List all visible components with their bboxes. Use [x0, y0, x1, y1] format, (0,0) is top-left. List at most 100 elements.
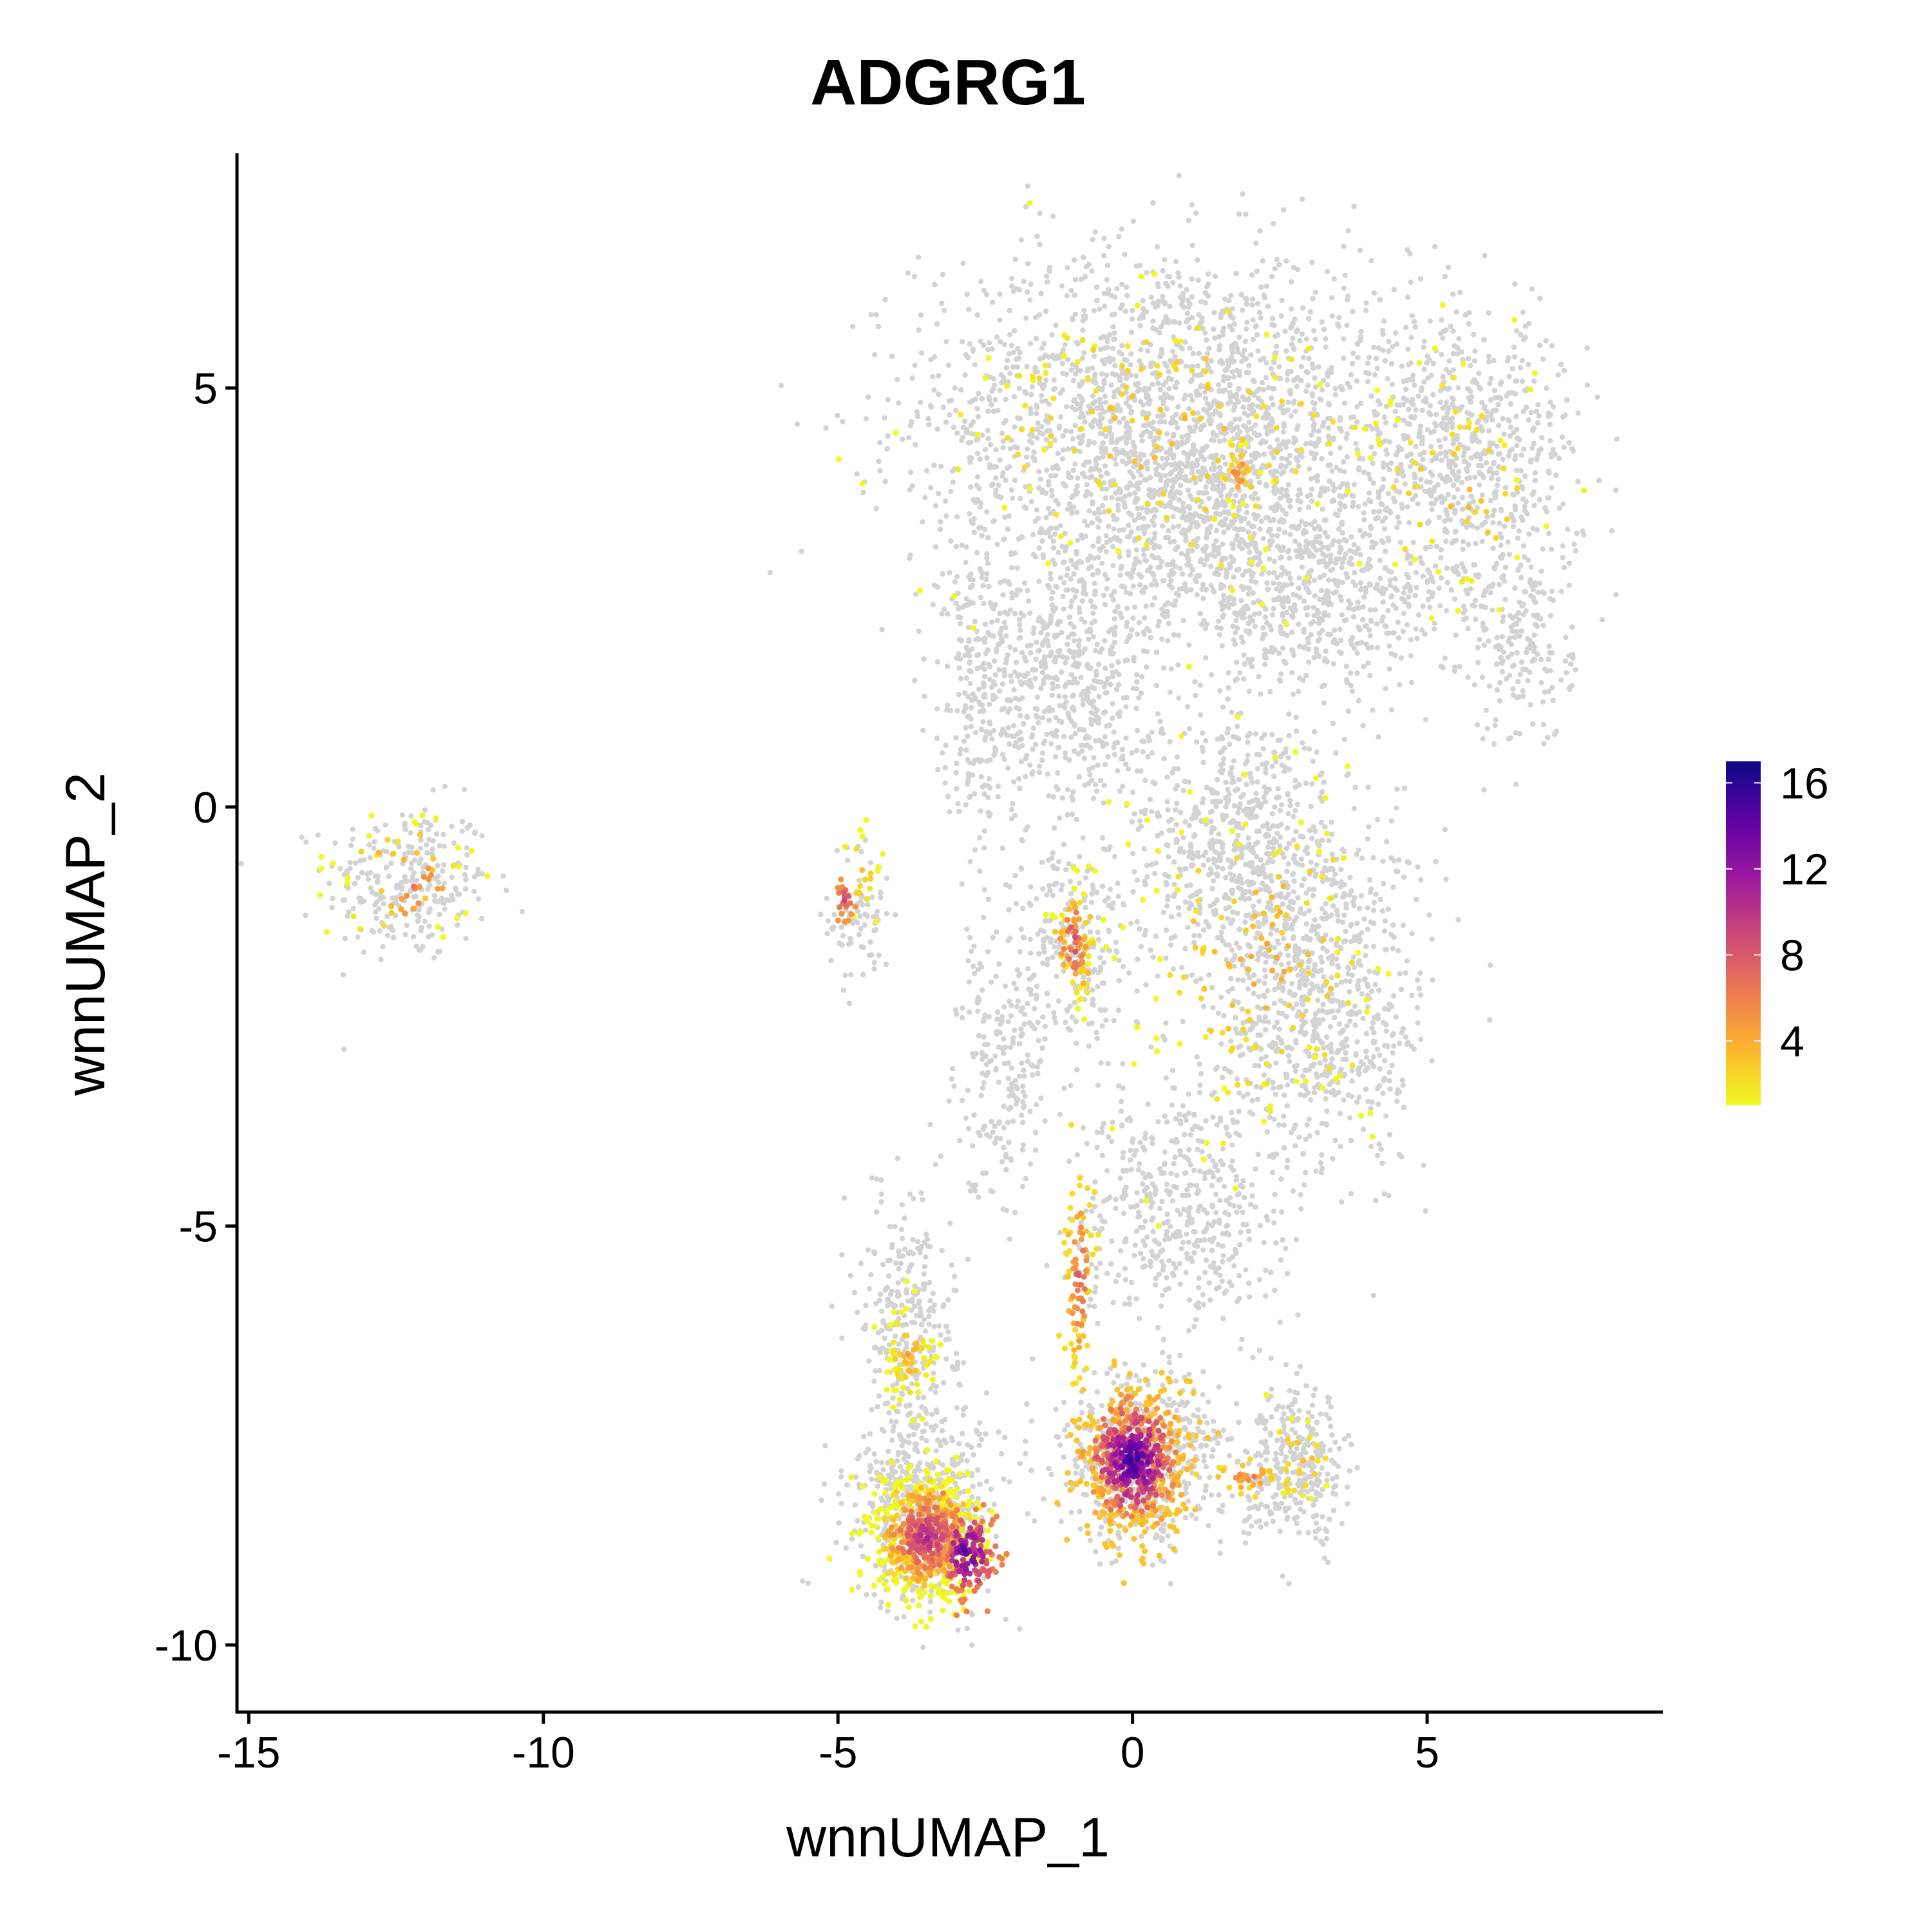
background-point — [303, 839, 308, 844]
background-point — [1187, 425, 1192, 430]
background-point — [1480, 428, 1485, 433]
background-point — [1546, 643, 1551, 649]
background-point — [1071, 378, 1076, 383]
background-point — [1235, 527, 1240, 532]
background-point — [1061, 559, 1066, 564]
background-point — [1189, 517, 1195, 522]
background-point — [951, 479, 956, 484]
background-point — [1100, 441, 1105, 446]
background-point — [1287, 555, 1292, 560]
background-point — [1374, 621, 1379, 626]
background-point — [1131, 218, 1136, 224]
background-point — [1510, 686, 1515, 691]
background-point — [1537, 497, 1542, 502]
background-point — [394, 885, 399, 890]
background-point — [921, 656, 926, 662]
background-point — [1068, 735, 1074, 740]
background-point — [343, 936, 348, 941]
background-point — [916, 254, 921, 260]
background-point — [1490, 417, 1495, 422]
background-point — [1306, 505, 1311, 510]
background-point — [366, 877, 371, 882]
background-point — [1380, 332, 1385, 337]
background-point — [872, 960, 877, 965]
background-point — [1141, 298, 1146, 303]
background-point — [1316, 428, 1321, 433]
background-point — [1026, 598, 1031, 604]
background-point — [1432, 456, 1437, 461]
background-point — [1078, 675, 1083, 680]
background-point — [1104, 470, 1109, 475]
background-point — [1051, 356, 1056, 361]
background-point — [1221, 756, 1226, 761]
background-point — [1281, 207, 1286, 213]
background-point — [1149, 508, 1154, 513]
background-point — [388, 924, 393, 929]
background-point — [1071, 663, 1076, 668]
background-point — [1206, 346, 1211, 351]
background-point — [1122, 504, 1128, 510]
background-point — [1283, 444, 1289, 450]
background-point — [1468, 586, 1473, 591]
background-point — [1217, 512, 1222, 517]
background-point — [1459, 561, 1464, 566]
background-point — [1117, 573, 1122, 578]
background-point — [1260, 258, 1265, 263]
background-point — [384, 849, 389, 854]
background-point — [1455, 500, 1461, 506]
background-point — [1308, 309, 1313, 314]
background-point — [1489, 583, 1494, 588]
background-point — [1515, 650, 1520, 655]
background-point — [1302, 629, 1307, 634]
background-point — [1413, 444, 1418, 449]
background-point — [1477, 471, 1482, 476]
background-point — [1245, 544, 1250, 549]
background-point — [1174, 380, 1179, 385]
background-point — [884, 446, 889, 451]
background-point — [1112, 294, 1117, 300]
background-point — [1253, 323, 1258, 329]
background-point — [983, 292, 989, 297]
background-point — [987, 719, 992, 725]
background-point — [882, 297, 887, 302]
background-point — [942, 308, 947, 313]
background-point — [1252, 470, 1257, 475]
background-point — [1094, 298, 1099, 303]
background-point — [1557, 506, 1562, 511]
background-point — [1290, 615, 1295, 620]
background-point — [1421, 450, 1426, 455]
background-point — [1036, 720, 1041, 725]
background-point — [1318, 547, 1323, 552]
background-point — [1171, 632, 1177, 637]
background-point — [1223, 461, 1228, 466]
background-point — [895, 377, 900, 382]
background-point — [1438, 555, 1443, 560]
background-point — [1038, 686, 1043, 691]
background-point — [1081, 308, 1086, 313]
background-point — [1539, 680, 1544, 685]
background-point — [1511, 345, 1517, 350]
background-point — [1088, 491, 1094, 497]
background-point — [1043, 398, 1048, 403]
background-point — [1128, 362, 1133, 367]
background-point — [1022, 504, 1027, 510]
background-point — [1050, 589, 1055, 595]
background-point — [1008, 673, 1013, 678]
background-point — [860, 490, 866, 495]
background-point — [1282, 529, 1287, 535]
background-point — [1071, 654, 1076, 660]
background-point — [1233, 493, 1238, 498]
background-point — [449, 824, 454, 829]
background-point — [1312, 421, 1317, 426]
background-point — [1220, 924, 1226, 929]
background-point — [1503, 485, 1508, 490]
background-point — [1548, 438, 1553, 443]
background-point — [437, 949, 442, 954]
background-point — [930, 374, 935, 379]
background-point — [1419, 435, 1425, 440]
background-point — [1075, 475, 1080, 481]
background-point — [1446, 386, 1452, 391]
background-point — [948, 538, 953, 544]
background-point — [1074, 551, 1079, 556]
background-point — [1247, 549, 1252, 555]
